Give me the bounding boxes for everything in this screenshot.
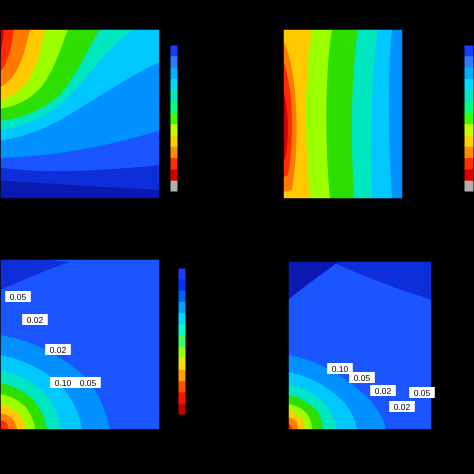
colorbar-bottom-left xyxy=(177,267,187,416)
contour-label: 0.05 xyxy=(354,373,371,383)
colorbar-segment xyxy=(178,301,186,314)
contour-label-background xyxy=(389,401,415,412)
contour-band xyxy=(288,261,340,300)
contour-label: 0.02 xyxy=(394,402,411,412)
colorbar-segment xyxy=(170,56,178,69)
contour-label: 0.05 xyxy=(10,292,27,302)
colorbar-segment xyxy=(178,358,186,371)
colorbar-segment xyxy=(178,392,186,405)
contour-label-background xyxy=(50,377,76,388)
panel-bottom-left-frame xyxy=(0,258,161,431)
panel-bottom-right-frame xyxy=(287,260,433,431)
colorbar-segment xyxy=(178,335,186,348)
colorbar-segment xyxy=(170,45,178,57)
colorbar-segment xyxy=(464,56,474,69)
contour-labels-bottom-right: 0.100.050.02 0.050.02 xyxy=(327,363,435,412)
colorbar-segment xyxy=(170,135,178,148)
contour-label: 0.05 xyxy=(414,388,431,398)
contour-label: 0.10 xyxy=(332,364,349,374)
colorbar-segment xyxy=(170,158,178,170)
contour-band xyxy=(0,420,9,430)
colorbar-segment xyxy=(178,347,186,359)
colorbar-segment xyxy=(178,268,186,280)
colorbar-segment xyxy=(464,67,474,80)
contour-band xyxy=(288,261,432,300)
contour-band xyxy=(283,90,288,160)
colorbar-segment xyxy=(170,101,178,114)
colorbar-segment xyxy=(178,369,186,382)
panel-top-left xyxy=(0,29,160,199)
colorbar-frame xyxy=(177,267,187,416)
colorbar-segment xyxy=(178,381,186,393)
contour-label-background xyxy=(5,291,31,302)
colorbar-top-right xyxy=(463,44,474,193)
colorbar-segment xyxy=(464,135,474,148)
colorbar-segment xyxy=(178,403,186,416)
colorbar-segment xyxy=(178,324,186,337)
contour-band xyxy=(0,29,4,54)
contour-band xyxy=(288,424,292,430)
colorbar-top-left xyxy=(169,44,179,193)
contour-label-background xyxy=(45,344,71,355)
colorbar-segment xyxy=(170,180,178,193)
colorbar-segment xyxy=(178,279,186,292)
colorbar-segment xyxy=(464,45,474,57)
panel-bottom-left xyxy=(0,259,160,430)
contour-label-background xyxy=(409,387,435,398)
colorbar-segment xyxy=(464,146,474,159)
colorbar-segment xyxy=(170,146,178,159)
contour-labels-bottom-left: 0.05 0.02 0.02 0.10 0.05 xyxy=(5,291,101,388)
colorbar-segment xyxy=(170,90,178,103)
colorbar-segment xyxy=(464,78,474,91)
contour-label-background xyxy=(75,377,101,388)
contour-label: 0.02 xyxy=(27,315,44,325)
colorbar-segment xyxy=(464,158,474,170)
contour-band xyxy=(0,259,70,290)
colorbar-segment xyxy=(464,124,474,136)
colorbar-segment xyxy=(464,101,474,114)
colorbar-segment xyxy=(170,124,178,136)
contour-label: 0.10 xyxy=(55,378,72,388)
colorbar-segment xyxy=(464,169,474,182)
colorbar-segment xyxy=(464,112,474,125)
contour-band xyxy=(0,29,14,72)
colorbar-segment xyxy=(170,169,178,182)
contour-label-background xyxy=(327,363,353,374)
colorbar-segment xyxy=(170,112,178,125)
colorbar-frame xyxy=(169,44,179,193)
contour-label-background xyxy=(22,314,48,325)
panel-top-left-frame xyxy=(0,28,161,200)
contour-label-background xyxy=(349,372,375,383)
colorbar-segment xyxy=(178,313,186,326)
colorbar-segment xyxy=(464,180,474,193)
colorbar-segment xyxy=(170,67,178,80)
contour-label: 0.02 xyxy=(375,386,392,396)
colorbar-segment xyxy=(464,90,474,103)
panel-top-right xyxy=(283,29,403,199)
contour-label: 0.02 xyxy=(50,345,67,355)
panel-top-right-frame xyxy=(282,28,404,200)
colorbar-frame xyxy=(463,44,474,193)
contour-label-background xyxy=(370,385,396,396)
contour-label: 0.05 xyxy=(80,378,97,388)
colorbar-segment xyxy=(170,78,178,91)
colorbar-segment xyxy=(178,290,186,303)
panel-bottom-right xyxy=(288,261,432,430)
